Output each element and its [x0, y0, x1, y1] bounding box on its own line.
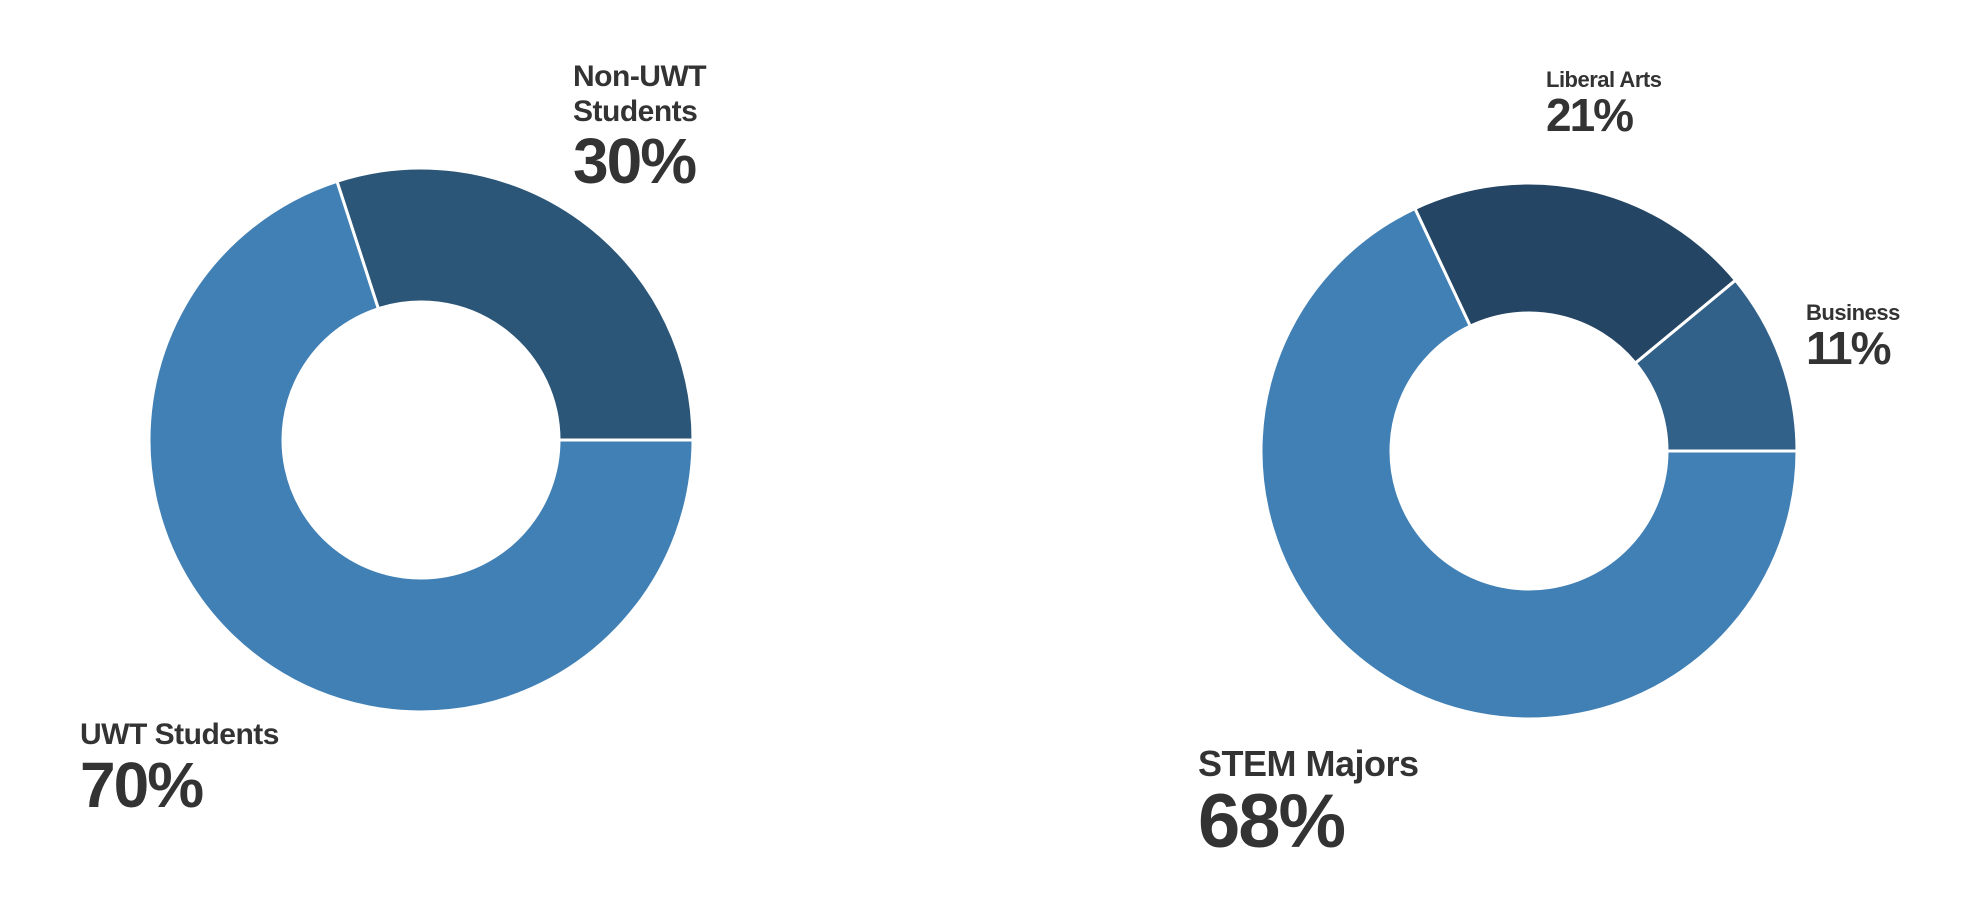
slice-label-uwt-students: UWT Students 70%	[80, 718, 279, 817]
slice-liberal-arts	[1412, 181, 1738, 366]
slice-value-label: 11%	[1806, 322, 1892, 375]
slice-category-label: STEM Majors	[1198, 743, 1419, 784]
slice-value-label: 21%	[1546, 89, 1634, 142]
slice-label-non-uwt-students: Non-UWT Students 30%	[573, 60, 723, 193]
donut-chart-majors	[1259, 181, 1799, 721]
slice-value-label: 30%	[573, 125, 697, 197]
slice-label-stem-majors: STEM Majors 68%	[1198, 743, 1419, 860]
slice-category-label: Business	[1806, 300, 1900, 325]
slice-label-liberal-arts: Liberal Arts 21%	[1546, 67, 1662, 142]
slice-category-label: Non-UWT Students	[573, 60, 707, 128]
slice-value-label: 68%	[1198, 779, 1346, 865]
slice-value-label: 70%	[80, 748, 204, 821]
slice-stem-majors	[1259, 206, 1799, 721]
slice-label-business: Business 11%	[1806, 300, 1900, 371]
donut-chart-students	[147, 166, 695, 714]
slice-non-uwt-students	[335, 166, 695, 442]
slice-uwt-students	[147, 179, 695, 714]
slice-category-label: UWT Students	[80, 718, 279, 751]
slice-category-label: Liberal Arts	[1546, 67, 1662, 92]
